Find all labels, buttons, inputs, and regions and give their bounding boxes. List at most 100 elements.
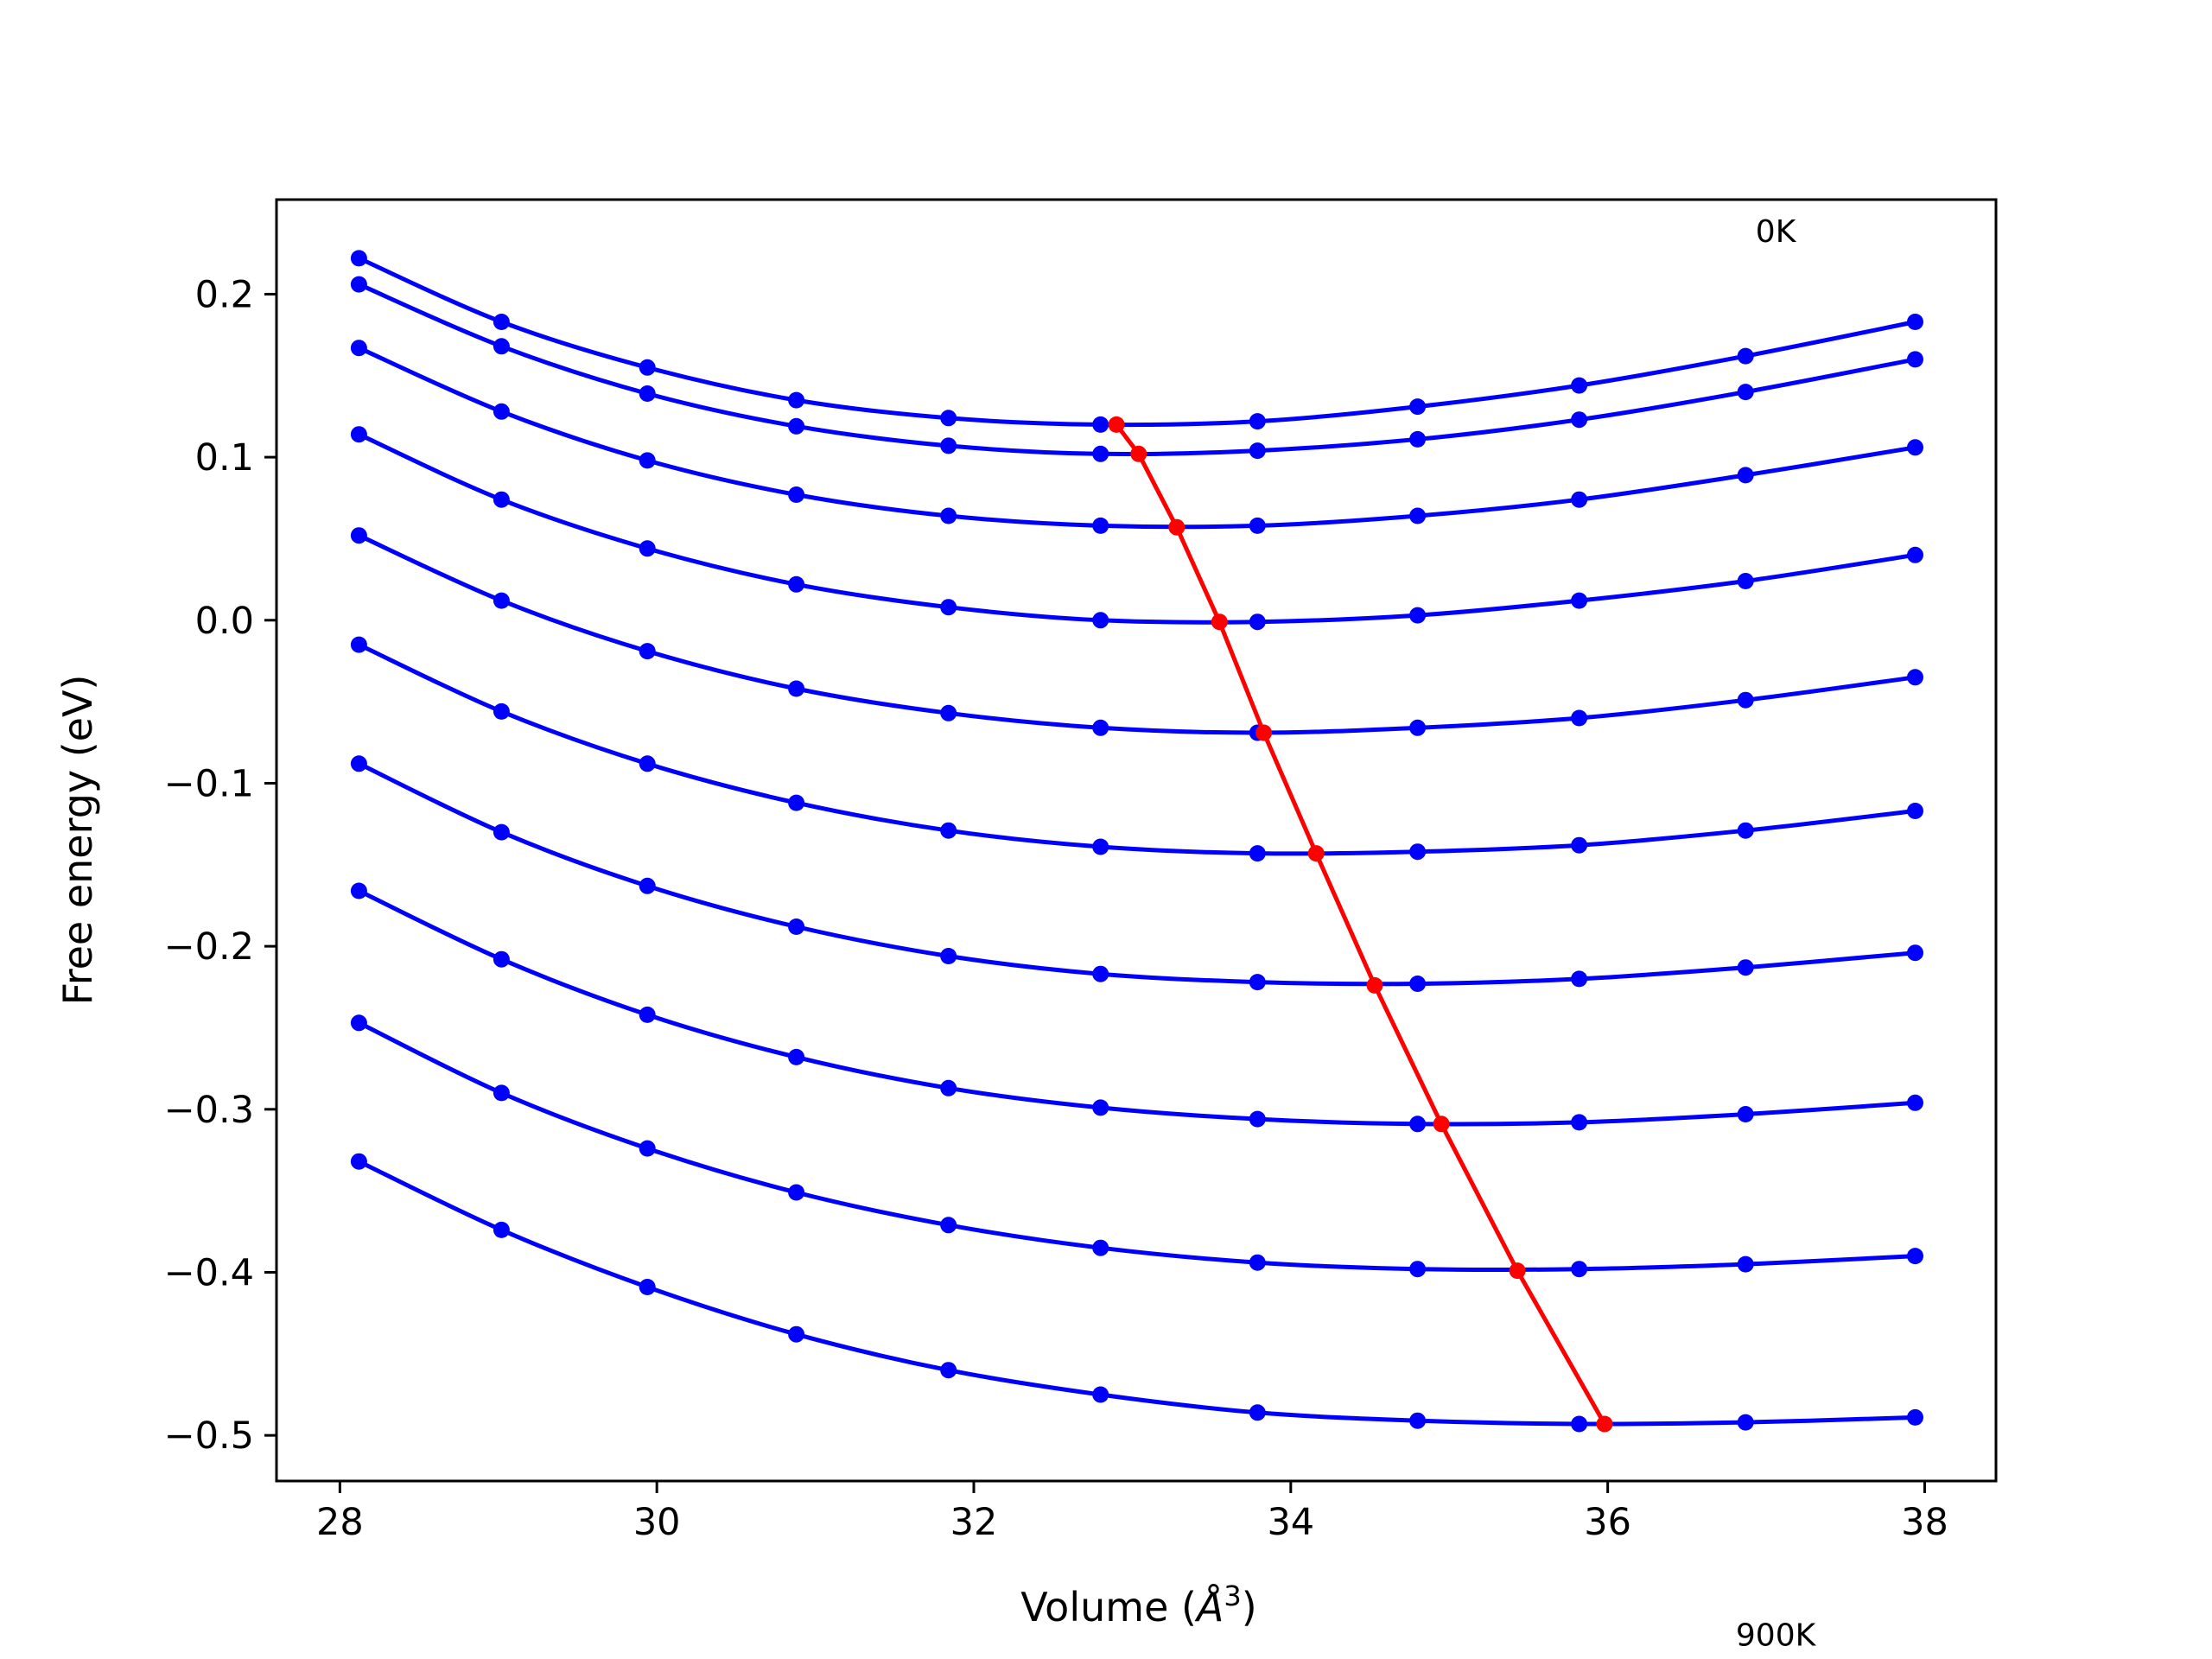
annotations: 0K 900K xyxy=(1736,214,1817,1654)
y-tick-label: −0.1 xyxy=(164,762,254,805)
data-point xyxy=(1907,546,1923,563)
plot-frame xyxy=(275,198,1998,1483)
x-axis-label-main: Volume ( xyxy=(1020,1584,1197,1630)
series-1 xyxy=(350,250,1923,433)
data-point xyxy=(1571,709,1588,727)
data-point xyxy=(788,391,805,409)
data-point xyxy=(1092,517,1109,534)
series-9 xyxy=(350,1014,1923,1278)
data-point xyxy=(788,680,805,697)
data-point xyxy=(1249,442,1266,460)
data-point xyxy=(940,1362,957,1379)
data-point xyxy=(1571,1261,1588,1278)
x-tick-label: 38 xyxy=(1901,1501,1948,1544)
y-axis: 0.2 0.1 0.0 −0.1 −0.2 −0.3 −0.4 −0.5 xyxy=(164,273,276,1458)
data-point xyxy=(1907,1408,1923,1426)
data-point xyxy=(1409,843,1427,861)
data-point xyxy=(1571,1114,1588,1131)
data-point xyxy=(1907,944,1923,962)
data-point xyxy=(940,822,957,839)
series-4 xyxy=(350,426,1923,631)
minimum-point xyxy=(1211,613,1228,631)
data-point xyxy=(788,486,805,503)
data-point xyxy=(788,417,805,435)
data-point xyxy=(639,755,656,772)
data-point xyxy=(1409,430,1427,448)
data-point xyxy=(1409,719,1427,736)
data-point xyxy=(1092,1099,1109,1116)
data-point xyxy=(1092,445,1109,462)
data-point xyxy=(1571,411,1588,429)
data-point xyxy=(1092,612,1109,629)
series-7 xyxy=(350,755,1923,992)
data-point xyxy=(493,823,510,841)
data-point xyxy=(1571,377,1588,394)
data-point xyxy=(350,250,367,267)
series-8 xyxy=(350,882,1923,1133)
data-point xyxy=(1737,691,1754,709)
data-point xyxy=(1092,1386,1109,1403)
data-point xyxy=(350,276,367,293)
data-point xyxy=(1737,1106,1754,1122)
data-point xyxy=(940,437,957,454)
data-point xyxy=(350,636,367,653)
data-point xyxy=(1409,398,1427,416)
data-point xyxy=(1907,1248,1923,1265)
data-point xyxy=(1249,517,1266,534)
data-point xyxy=(1249,845,1266,862)
series-line xyxy=(358,1159,1916,1427)
data-point xyxy=(940,410,957,427)
temperature-annotation: 0K xyxy=(1756,214,1797,250)
data-point xyxy=(940,704,957,721)
y-axis-label: Free energy (eV) xyxy=(54,675,101,1006)
data-point xyxy=(788,1184,805,1201)
series-line xyxy=(358,533,1916,735)
data-point xyxy=(493,338,510,355)
data-point xyxy=(493,592,510,609)
data-point xyxy=(1409,1116,1427,1133)
data-point xyxy=(788,918,805,935)
data-point xyxy=(493,1084,510,1102)
data-point xyxy=(1249,1254,1266,1271)
minimum-curve-layer xyxy=(1108,416,1613,1433)
data-point xyxy=(940,1217,957,1234)
data-point xyxy=(493,702,510,720)
temperature-annotation: 900K xyxy=(1736,1618,1817,1654)
data-point xyxy=(1571,970,1588,988)
data-point xyxy=(350,426,367,443)
data-point xyxy=(1571,836,1588,854)
x-tick-label: 34 xyxy=(1267,1501,1314,1544)
data-point xyxy=(493,491,510,508)
data-point xyxy=(1249,613,1266,631)
minimum-point xyxy=(1509,1262,1526,1280)
y-tick-label: −0.4 xyxy=(164,1251,254,1294)
series-line xyxy=(358,1020,1916,1273)
data-point xyxy=(940,599,957,616)
data-point xyxy=(788,1048,805,1065)
series-layer xyxy=(350,250,1923,1433)
minimum-point xyxy=(1255,724,1273,741)
data-point xyxy=(1737,384,1754,401)
y-tick-label: 0.2 xyxy=(195,273,254,316)
y-tick-label: −0.5 xyxy=(164,1414,254,1458)
data-point xyxy=(639,1140,656,1157)
data-point xyxy=(1907,669,1923,686)
data-point xyxy=(350,1153,367,1170)
x-axis-label: Volume (Å3) xyxy=(1020,1580,1256,1630)
data-point xyxy=(639,877,656,894)
data-point xyxy=(639,1279,656,1295)
data-point xyxy=(1249,1404,1266,1421)
data-point xyxy=(1409,976,1427,992)
data-point xyxy=(1737,1255,1754,1273)
data-point xyxy=(639,643,656,660)
series-line xyxy=(358,256,1916,428)
x-axis-label-superscript: 3 xyxy=(1224,1580,1241,1612)
data-point xyxy=(940,1079,957,1096)
series-line xyxy=(358,761,1916,987)
data-point xyxy=(1737,822,1754,839)
data-point xyxy=(1249,1110,1266,1128)
data-point xyxy=(493,314,510,330)
data-point xyxy=(1737,347,1754,365)
data-point xyxy=(493,403,510,420)
